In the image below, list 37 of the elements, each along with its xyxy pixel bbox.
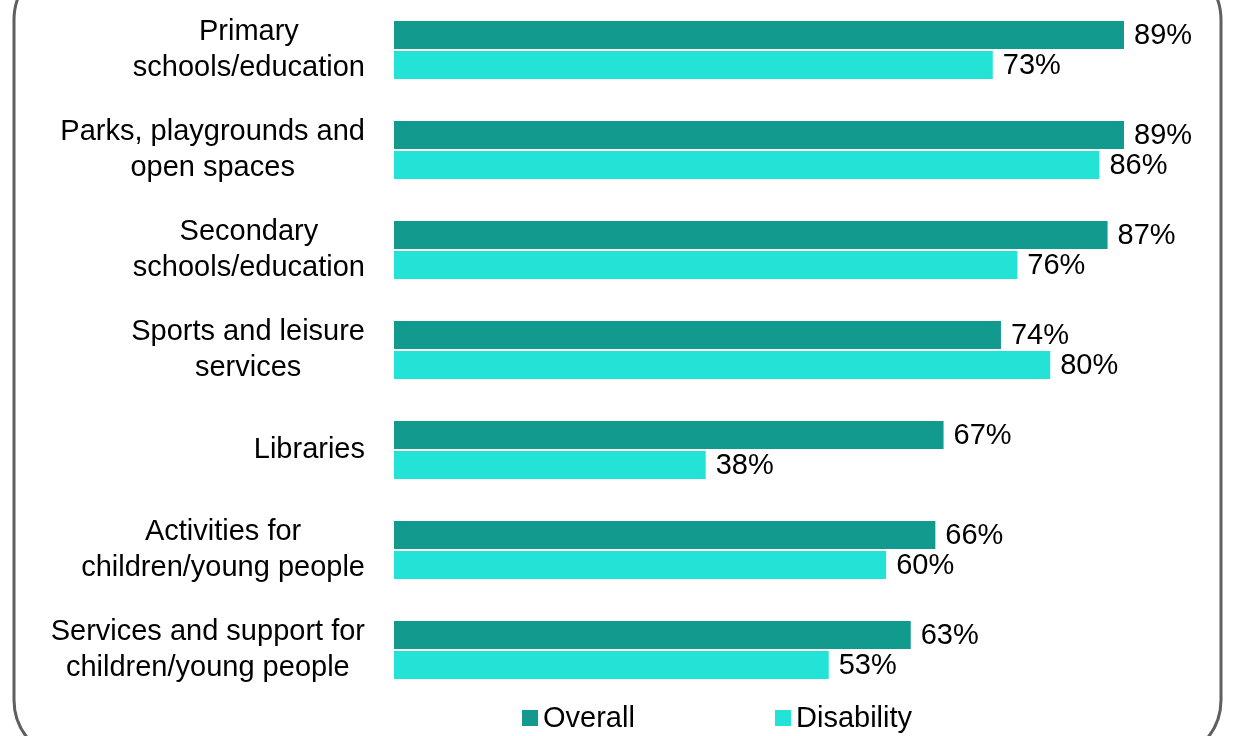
y-tick-label: Parks, playgrounds and open spaces (60, 113, 365, 182)
y-tick-label: Libraries (253, 431, 365, 464)
bar (394, 621, 911, 649)
bar (394, 421, 944, 449)
data-label: 63% (920, 617, 979, 650)
y-tick-label: Primary schools/education (132, 13, 365, 82)
legend-label: Disability (796, 700, 913, 733)
bar (394, 151, 1100, 179)
data-label: 60% (896, 547, 955, 580)
bar (394, 321, 1001, 349)
data-label: 53% (838, 647, 897, 680)
y-tick-label: Services and support for children/young people (50, 613, 366, 682)
bar (394, 251, 1018, 279)
bar (394, 21, 1124, 49)
data-label: 76% (1027, 247, 1086, 280)
data-label: 89% (1134, 117, 1193, 150)
bar (394, 351, 1051, 379)
data-label: 86% (1109, 147, 1168, 180)
data-label: 87% (1117, 217, 1176, 250)
data-label: 73% (1002, 47, 1061, 80)
legend-label: Overall (543, 700, 635, 733)
y-tick-label: Activities for children/young people (81, 513, 366, 582)
bar (394, 651, 829, 679)
bar (394, 451, 706, 479)
data-label: 89% (1134, 17, 1193, 50)
bar (394, 221, 1108, 249)
data-label: 66% (945, 517, 1004, 550)
bar (394, 121, 1124, 149)
bar (394, 51, 993, 79)
y-tick-label: Sports and leisure services (131, 313, 365, 382)
data-label: 38% (715, 447, 774, 480)
data-label: 80% (1060, 347, 1119, 380)
bar (394, 521, 936, 549)
data-label: 74% (1010, 317, 1070, 350)
y-tick-label: Secondary schools/education (132, 213, 365, 282)
data-label: 67% (953, 417, 1012, 450)
bar (394, 551, 887, 579)
